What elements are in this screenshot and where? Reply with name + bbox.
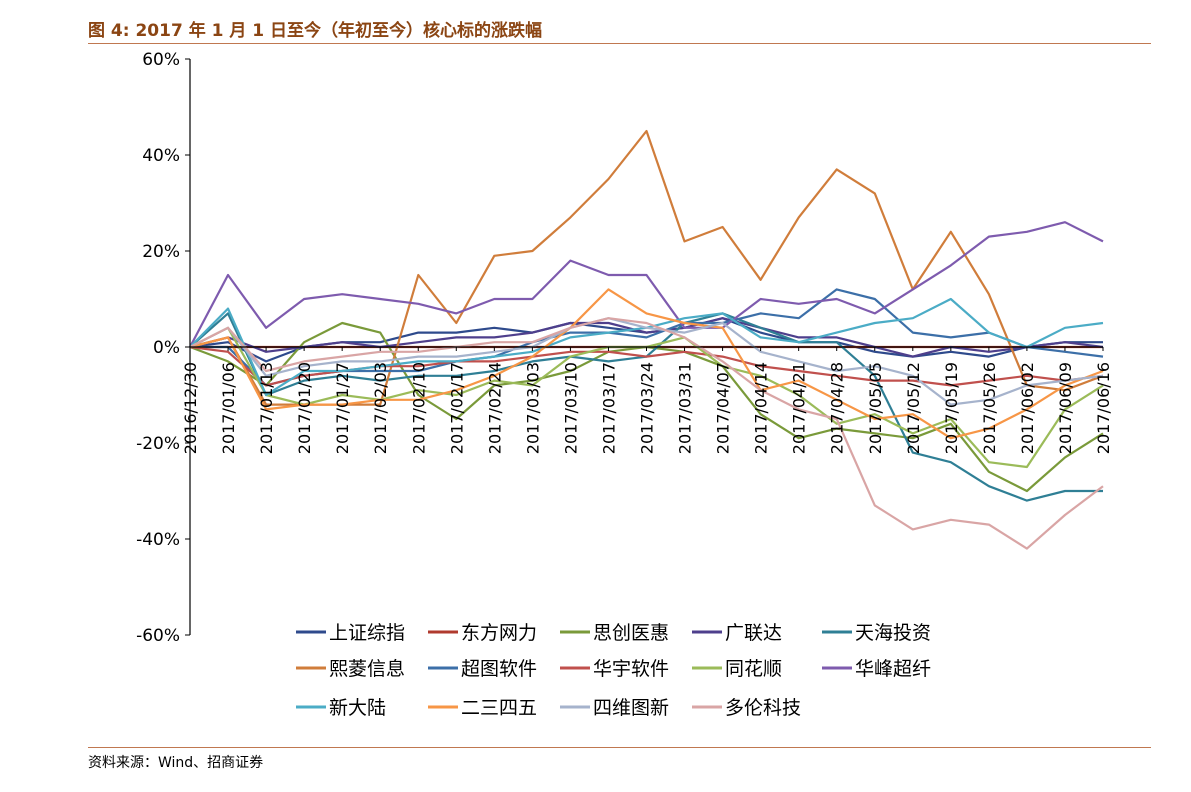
legend-label: 同花顺 <box>725 658 782 680</box>
series-line-10 <box>189 221 1104 348</box>
x-tick-label: 2017/04/21 <box>790 362 809 454</box>
y-tick-label: 20% <box>142 242 180 262</box>
legend-label: 上证综指 <box>329 622 405 644</box>
plot-area <box>189 129 1104 550</box>
x-tick-label: 2017/02/17 <box>447 362 466 454</box>
y-tick-label: 0% <box>153 338 180 358</box>
figure-title: 图 4: 2017 年 1 月 1 日至今（年初至今）核心标的涨跌幅 <box>88 21 543 41</box>
y-tick-label: -40% <box>136 530 180 550</box>
legend-label: 四维图新 <box>593 697 669 719</box>
legend-label: 华峰超纤 <box>855 658 931 680</box>
x-tick-label: 2017/05/19 <box>942 362 961 454</box>
series-line-14 <box>189 317 1104 550</box>
x-tick-label: 2017/01/06 <box>219 362 238 454</box>
x-tick-label: 2017/05/12 <box>904 362 923 454</box>
legend-label: 天海投资 <box>855 622 931 644</box>
y-tick-label: -20% <box>136 434 180 454</box>
x-tick-label: 2017/05/05 <box>866 362 885 454</box>
x-tick-label: 2017/06/09 <box>1056 362 1075 454</box>
x-axis: 2016/12/30 2017/01/06 2017/01/13 2017/01/20… <box>181 347 1113 454</box>
x-tick-label: 2017/03/17 <box>599 362 618 454</box>
legend-label: 超图软件 <box>461 658 537 680</box>
x-tick-label: 2017/05/26 <box>980 362 999 454</box>
legend-label: 广联达 <box>725 622 782 644</box>
y-tick-label: 40% <box>142 146 180 166</box>
x-tick-label: 2017/04/07 <box>714 362 733 454</box>
x-tick-label: 2017/04/14 <box>752 362 771 454</box>
x-tick-label: 2016/12/30 <box>181 362 200 454</box>
x-tick-label: 2017/01/27 <box>333 362 352 454</box>
title-divider <box>88 43 1151 44</box>
x-tick-label: 2017/02/03 <box>371 362 390 454</box>
footer-divider <box>88 747 1151 748</box>
legend-label: 华宇软件 <box>593 658 669 680</box>
x-tick-label: 2017/03/31 <box>676 362 695 454</box>
y-tick-label: -60% <box>136 626 180 646</box>
x-tick-label: 2017/03/03 <box>523 362 542 454</box>
x-tick-label: 2017/06/16 <box>1094 362 1113 454</box>
x-tick-label: 2017/01/20 <box>295 362 314 454</box>
x-tick-label: 2017/03/24 <box>638 362 657 454</box>
x-tick-label: 2017/02/24 <box>485 362 504 454</box>
legend-label: 思创医惠 <box>593 622 669 644</box>
x-tick-label: 2017/06/02 <box>1018 362 1037 454</box>
source-note: 资料来源：Wind、招商证券 <box>88 755 264 771</box>
series-line-13 <box>189 317 1104 406</box>
x-tick-label: 2017/01/13 <box>257 362 276 454</box>
x-tick-label: 2017/03/10 <box>561 362 580 454</box>
legend-label: 东方网力 <box>461 622 537 644</box>
y-tick-label: 60% <box>142 50 180 70</box>
x-tick-label: 2017/02/10 <box>409 362 428 454</box>
y-axis: 60% 40% 20% 0% -20% -40% -60% <box>136 50 190 646</box>
legend-label: 多伦科技 <box>725 697 801 719</box>
series-line-1 <box>189 317 1103 363</box>
legend-label: 新大陆 <box>329 697 386 719</box>
legend-label: 二三四五 <box>461 697 537 719</box>
x-tick-label: 2017/04/28 <box>828 362 847 454</box>
series-line-12 <box>189 288 1104 440</box>
legend-label: 熙菱信息 <box>329 658 405 680</box>
